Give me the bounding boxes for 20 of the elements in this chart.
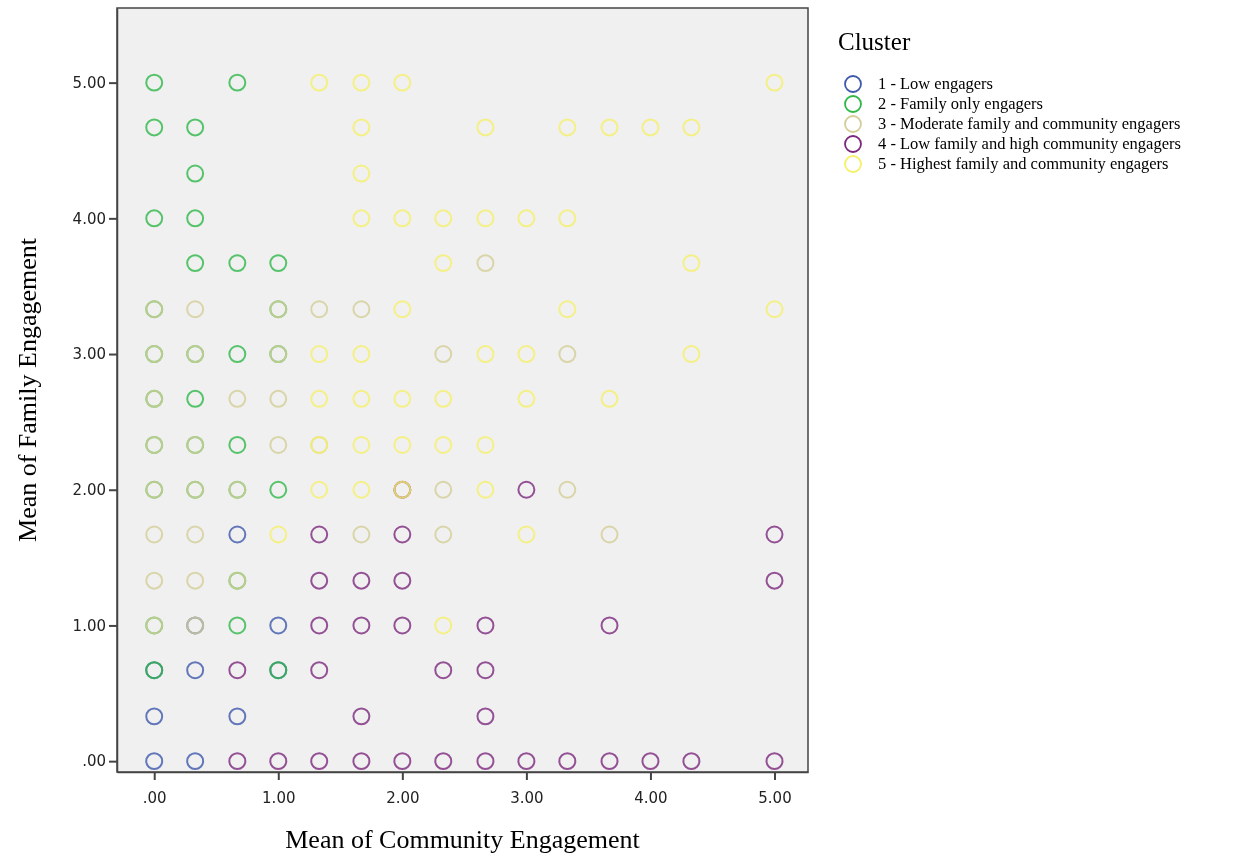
x-axis-title: Mean of Community Engagement	[285, 825, 641, 854]
y-tick-label: 1.00	[72, 616, 106, 635]
legend-label: 3 - Moderate family and community engagers	[878, 114, 1181, 133]
legend-label: 1 - Low engagers	[878, 74, 994, 93]
x-tick-label: 4.00	[634, 788, 668, 807]
legend-label: 4 - Low family and high community engagers	[878, 134, 1181, 153]
x-tick-label: 5.00	[758, 788, 792, 807]
x-tick-label: .00	[142, 788, 167, 807]
y-tick-label: 5.00	[72, 73, 106, 92]
y-tick-label: 2.00	[72, 481, 106, 500]
y-tick-label: 3.00	[72, 345, 106, 364]
y-axis-title: Mean of Family Engagement	[13, 237, 42, 542]
y-tick-label: .00	[82, 752, 106, 771]
x-tick-label: 2.00	[386, 788, 420, 807]
y-tick-label: 4.00	[72, 209, 106, 228]
legend-label: 2 - Family only engagers	[878, 94, 1043, 113]
x-tick-label: 3.00	[510, 788, 544, 807]
legend-label: 5 - Highest family and community engagers	[878, 154, 1169, 173]
x-tick-label: 1.00	[262, 788, 296, 807]
legend-title: Cluster	[838, 28, 911, 55]
